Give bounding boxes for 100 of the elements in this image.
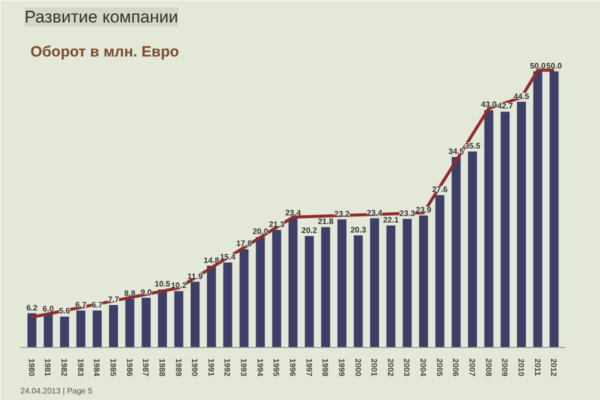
x-tick-label: 2003 — [402, 358, 412, 377]
data-label: 22.1 — [383, 215, 400, 224]
bar — [125, 298, 134, 348]
chart-title: Развитие компании — [24, 8, 178, 26]
data-label: 5.6 — [58, 306, 71, 316]
bar — [92, 310, 102, 348]
data-label: 21.8 — [318, 217, 334, 226]
bar — [174, 291, 184, 348]
x-tick-label: 1995 — [272, 358, 281, 377]
x-tick-label: 1989 — [174, 358, 183, 377]
data-label: 23.2 — [334, 209, 350, 218]
data-label: 17.8 — [236, 239, 252, 248]
bar — [142, 298, 151, 348]
bar — [500, 112, 510, 348]
bar — [76, 310, 86, 348]
bar — [206, 266, 216, 348]
x-tick-label: 2000 — [353, 358, 362, 377]
x-tick-label: 1998 — [320, 358, 330, 377]
bar — [272, 230, 282, 348]
x-tick-label: 2006 — [451, 358, 460, 377]
x-tick-label: 2002 — [386, 358, 395, 377]
bar — [288, 218, 298, 348]
bar — [109, 304, 118, 348]
x-tick-label: 2008 — [484, 358, 493, 377]
x-tick-label: 2011 — [532, 358, 542, 376]
data-label: 6.2 — [26, 303, 38, 312]
x-tick-label: 2001 — [370, 358, 379, 377]
data-label: 9.0 — [140, 288, 152, 297]
x-tick-label: 1991 — [206, 358, 216, 377]
data-label: 50.0 — [530, 61, 546, 70]
bar — [402, 218, 412, 348]
data-label: 7.7 — [108, 294, 120, 304]
bar — [468, 151, 477, 348]
data-label: 11.9 — [188, 272, 204, 281]
x-tick-label: 1985 — [108, 358, 118, 377]
x-tick-label: 1990 — [190, 358, 200, 377]
x-tick-label: 1981 — [43, 358, 52, 377]
data-label: 14.8 — [204, 256, 220, 265]
bar — [550, 71, 559, 348]
x-tick-label: 2005 — [434, 358, 444, 377]
data-label: 6.7 — [92, 300, 104, 310]
data-label: 8.8 — [124, 288, 136, 298]
x-tick-label: 1982 — [60, 358, 69, 377]
bar — [190, 282, 200, 348]
x-tick-label: 1999 — [336, 358, 346, 377]
bar — [60, 316, 70, 348]
data-label: 10.5 — [154, 280, 171, 289]
bar — [337, 219, 346, 348]
x-tick-label: 1987 — [141, 358, 150, 377]
data-label: 23.4 — [285, 208, 302, 218]
x-tick-label: 2010 — [516, 358, 526, 377]
bar — [533, 71, 542, 348]
x-tick-label: 1984 — [92, 358, 102, 377]
data-label: 27.6 — [432, 185, 448, 194]
bar — [370, 218, 380, 348]
data-label: 6.0 — [42, 304, 54, 314]
data-label: 34.5 — [448, 147, 465, 156]
data-label: 15.4 — [220, 252, 236, 262]
bar — [27, 313, 36, 348]
x-tick-label: 1988 — [157, 358, 166, 377]
bar — [44, 314, 53, 348]
bar — [419, 216, 428, 348]
data-label: 10.2 — [170, 281, 188, 290]
bar — [240, 249, 249, 348]
data-label: 44.5 — [514, 92, 530, 101]
x-tick-label: 2012 — [549, 358, 558, 377]
bar — [321, 227, 330, 348]
bar — [256, 237, 265, 348]
x-tick-label: 2009 — [500, 358, 510, 377]
bar — [223, 262, 232, 348]
x-tick-label: 1980 — [26, 358, 36, 377]
x-tick-label: 2004 — [418, 358, 428, 377]
bar — [158, 290, 167, 348]
x-tick-label: 1994 — [255, 358, 264, 377]
bar — [484, 110, 494, 348]
bar — [386, 225, 396, 348]
data-label: 50.0 — [546, 61, 562, 70]
data-label: 20.2 — [302, 226, 318, 235]
chart-subtitle: Оборот в млн. Евро — [30, 44, 180, 60]
data-label: 23.3 — [399, 208, 416, 218]
bar — [304, 236, 314, 348]
bar — [354, 235, 363, 348]
bar — [452, 157, 461, 348]
bar — [435, 195, 444, 348]
x-tick-label: 1996 — [288, 358, 297, 377]
data-label: 43.0 — [481, 100, 498, 110]
x-tick-label: 2007 — [467, 358, 476, 377]
x-tick-label: 1983 — [76, 358, 85, 377]
x-tick-label: 1992 — [222, 358, 232, 377]
x-tick-label: 1997 — [304, 358, 314, 377]
data-label: 20.0 — [252, 227, 269, 236]
x-tick-label: 1993 — [239, 358, 248, 377]
x-tick-label: 1986 — [124, 358, 134, 377]
data-label: 23.9 — [416, 206, 432, 215]
data-label: 21.3 — [268, 220, 286, 229]
data-label: 20.3 — [350, 225, 367, 234]
data-label: 42.7 — [497, 102, 514, 111]
text: 24.04.2013 | Page 5 — [20, 386, 93, 396]
data-label: 23.4 — [366, 208, 383, 218]
bar — [516, 102, 526, 348]
